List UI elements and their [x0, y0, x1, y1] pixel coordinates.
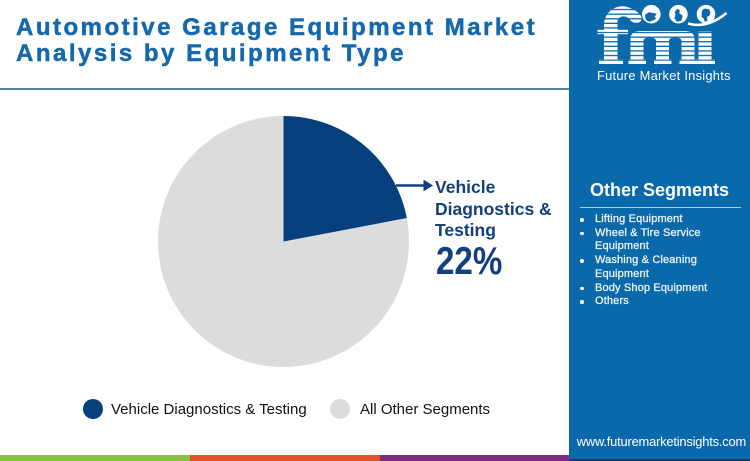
svg-text:Future Market Insights: Future Market Insights: [597, 68, 731, 83]
